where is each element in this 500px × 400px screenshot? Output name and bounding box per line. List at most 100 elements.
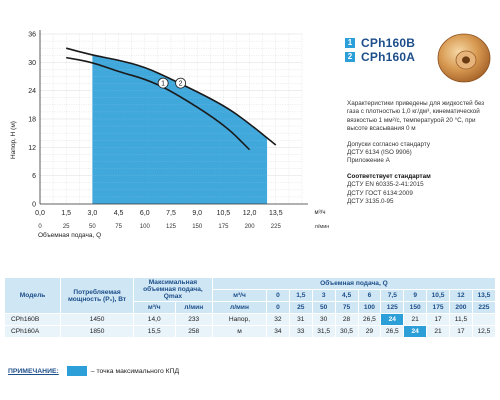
header-unit-m3h: м³/ч <box>211 289 268 302</box>
x-unit-lmin: л/мин <box>315 224 330 230</box>
standard-line: ДСТУ 3135.0-95 <box>347 198 394 206</box>
head-cell: 31,5 <box>311 325 336 338</box>
table-row: CPh160B 1450 14,0 233 Напор, 32 31 30 28… <box>3 313 497 326</box>
header-unit-lmin: л/мин <box>211 301 268 314</box>
flow-lmin-cell: 100 <box>357 301 382 314</box>
header-flow: Объемная подача, Q <box>211 277 497 290</box>
head-cell: 17 <box>449 325 473 338</box>
head-unit-cell: м <box>211 325 268 338</box>
series-line-1 <box>66 56 251 151</box>
flow-lmin-cell: 150 <box>403 301 428 314</box>
head-cell: 34 <box>266 325 290 338</box>
x-tick-label-m3h: 12,0 <box>243 210 257 217</box>
x-tick-label-m3h: 0,0 <box>35 210 45 217</box>
approval-line: ДСТУ 6134 (ISO 9906) <box>347 149 412 157</box>
table-header-row: м³/ч л/мин л/мин 0 25 50 75 100 125 150 … <box>5 301 497 314</box>
head-cell: 21 <box>426 325 450 338</box>
flow-m3h-cell: 12 <box>449 289 473 302</box>
flow-m3h-cell: 4,5 <box>334 289 359 302</box>
approvals-text: Допуски согласно стандарту ДСТУ 6134 (IS… <box>347 141 497 166</box>
max-efficiency-swatch <box>66 366 87 376</box>
head-cell: 30,5 <box>334 325 359 338</box>
head-cell: 33 <box>288 325 313 338</box>
legend-number: 1 <box>345 37 355 48</box>
legend-model-name: CPh160B <box>361 35 416 50</box>
flow-m3h-cell: 6 <box>357 289 382 302</box>
x-tick-label-lmin: 225 <box>271 224 282 230</box>
table-header-row: м³/ч 0 1,5 3 4,5 6 7,5 9 10,5 12 13,5 <box>5 289 497 302</box>
x-tick-label-m3h: 9,0 <box>192 210 202 217</box>
flow-lmin-cell: 200 <box>449 301 473 314</box>
head-label-cell: Напор, <box>211 313 268 326</box>
head-cell: 28 <box>334 313 359 326</box>
header-qmax: Максимальная объемная подача, Qmax <box>132 277 213 302</box>
pump-curve-chart: 1 20612182430360,001,5253,0504,5756,01007… <box>10 30 330 239</box>
y-tick-label: 36 <box>28 32 36 39</box>
header-model: Модель <box>3 277 62 314</box>
x-tick-label-lmin: 50 <box>89 224 96 230</box>
head-cell: 12,5 <box>471 325 497 338</box>
standard-line: ДСТУ EN 60335-2-41:2015 <box>347 181 424 189</box>
head-cell: 26,5 <box>357 313 382 326</box>
legend-item-1: 1 CPh160B <box>345 35 416 50</box>
flow-lmin-cell: 225 <box>471 301 497 314</box>
x-tick-label-m3h: 7,5 <box>166 210 176 217</box>
model-cell: CPh160A <box>3 325 62 338</box>
x-tick-label-lmin: 0 <box>38 224 42 230</box>
legend: 1 CPh160B 2 CPh160A <box>345 36 415 64</box>
performance-table: Модель Потребляемая мощность (P₁), Вт Ма… <box>3 277 497 338</box>
series-line-2 <box>65 47 277 146</box>
model-cell: CPh160B <box>3 313 62 326</box>
flow-m3h-cell: 0 <box>266 289 290 302</box>
head-cell: 29 <box>357 325 382 338</box>
legend-item-2: 2 CPh160A <box>345 49 416 64</box>
x-tick-label-m3h: 6,0 <box>140 210 150 217</box>
head-cell: 11,5 <box>449 313 473 326</box>
impeller-image <box>437 33 491 83</box>
qmax-lmin-cell: 233 <box>174 313 213 326</box>
head-cell: 17 <box>426 313 450 326</box>
x-tick-label-m3h: 1,5 <box>61 210 71 217</box>
x-tick-label-lmin: 100 <box>140 224 151 230</box>
x-unit-m3h: м³/ч <box>315 210 326 216</box>
header-qmax-unit-lmin: л/мин <box>174 301 213 314</box>
legend-model-name: CPh160A <box>361 49 416 64</box>
flow-m3h-cell: 10,5 <box>426 289 450 302</box>
y-tick-label: 30 <box>28 60 36 67</box>
footnote-text: – точка максимального КПД <box>90 367 180 375</box>
head-cell-max-efficiency: 24 <box>403 325 428 338</box>
x-tick-label-lmin: 175 <box>218 224 229 230</box>
x-tick-label-lmin: 75 <box>115 224 122 230</box>
y-axis-title: Напор, H (м) <box>10 121 17 159</box>
flow-lmin-cell: 125 <box>380 301 405 314</box>
series-marker-2 <box>175 77 187 89</box>
y-tick-label: 6 <box>32 173 36 180</box>
x-tick-label-lmin: 25 <box>63 224 70 230</box>
y-tick-label: 18 <box>28 117 36 124</box>
flow-m3h-cell: 9 <box>403 289 428 302</box>
flow-m3h-cell: 3 <box>311 289 336 302</box>
flow-lmin-cell: 175 <box>426 301 450 314</box>
approval-line: Допуски согласно стандарту <box>347 140 431 148</box>
flow-lmin-cell: 75 <box>334 301 359 314</box>
table-row: CPh160A 1850 15,5 258 м 34 33 31,5 30,5 … <box>3 325 497 338</box>
header-qmax-unit-m3h: м³/ч <box>132 301 176 314</box>
x-tick-label-lmin: 200 <box>245 224 256 230</box>
header-power: Потребляемая мощность (P₁), Вт <box>60 277 134 314</box>
flow-lmin-cell: 0 <box>266 301 290 314</box>
x-tick-label-m3h: 3,0 <box>88 210 98 217</box>
y-tick-label: 0 <box>32 202 36 209</box>
y-tick-label: 24 <box>28 88 36 95</box>
head-cell-max-efficiency: 24 <box>380 313 405 326</box>
conditions-notes: Характеристики приведены для жидкостей б… <box>347 100 497 206</box>
approval-line: Приложение А <box>347 157 390 165</box>
footnote: ПРИМЕЧАНИЕ: – точка максимального КПД <box>8 366 179 376</box>
series-marker-1 <box>157 77 169 89</box>
flow-lmin-cell: 50 <box>311 301 336 314</box>
flow-m3h-cell: 7,5 <box>380 289 405 302</box>
standard-line: ДСТУ ГОСТ 6134:2009 <box>347 189 413 197</box>
head-cell: 31 <box>288 313 313 326</box>
y-tick-label: 12 <box>28 145 36 152</box>
x-tick-label-m3h: 10,5 <box>217 210 231 217</box>
head-cell: 30 <box>311 313 336 326</box>
